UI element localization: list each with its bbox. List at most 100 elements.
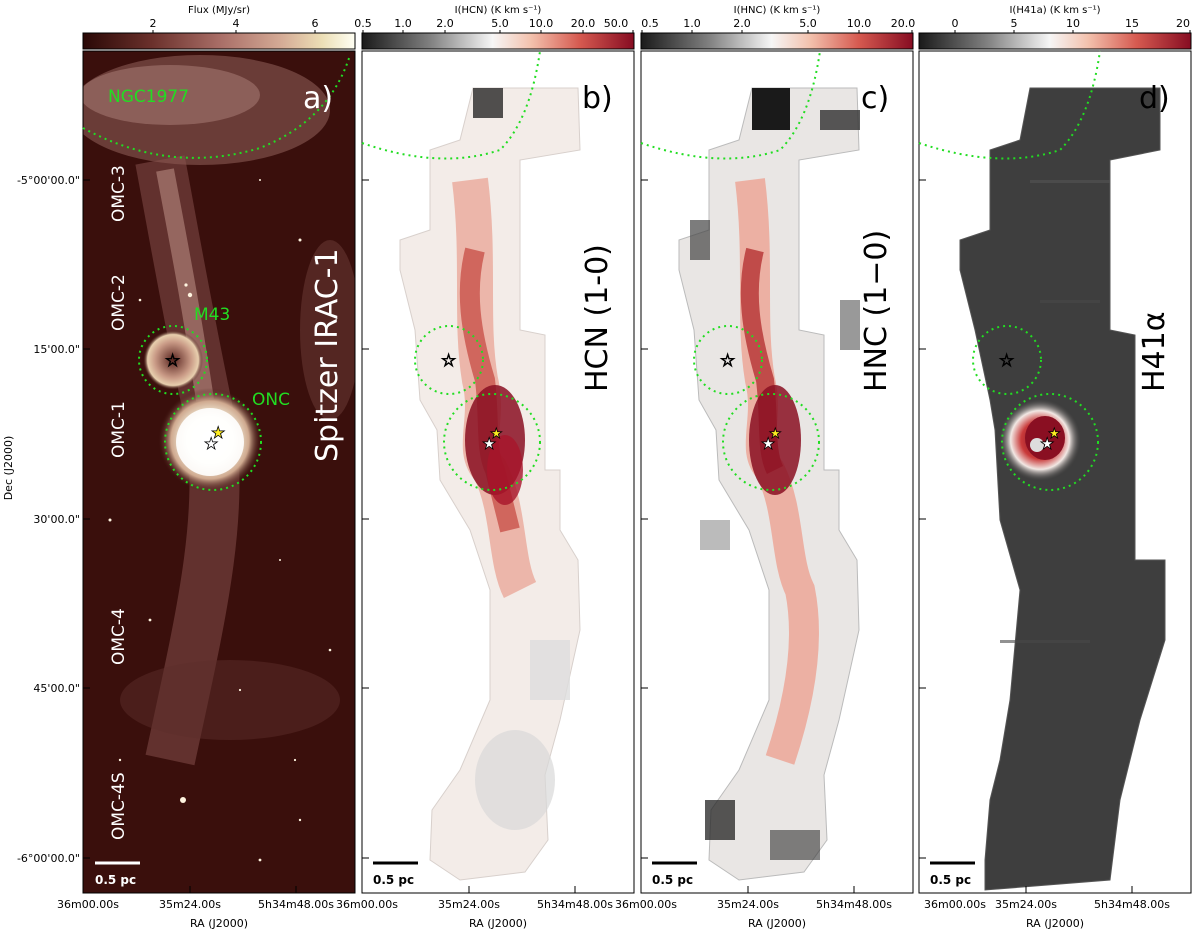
label-omc1: OMC-1 [109,401,129,458]
scalebar-d: 0.5 pc [930,861,975,887]
panel-letter-d: d) [1139,81,1170,116]
x-tick-marks [189,886,1133,893]
panel-b-frame [361,50,635,894]
x-axis: 36m00.00s 35m24.00s 5h34m48.00s RA (J200… [57,886,1170,930]
x-ticks-d: 36m00.00s 35m24.00s 5h34m48.00s RA (J200… [924,898,1170,930]
label-onc: ONC [252,390,290,410]
colorbar-title-d: I(H41a) (K km s⁻¹) [1009,5,1100,16]
colorbar-tick-b-3: 5.0 [491,17,509,30]
x-tick-d-1: 35m24.00s [995,898,1057,911]
star-marker-m43-c: ☆ [720,351,735,371]
colorbar-tick-b-4: 10.0 [529,17,554,30]
x-tick-c-2: 5h34m48.00s [816,898,892,911]
panel-a: ☆ ★ ★ NGC1977 OMC-3 OMC-2 M43 OMC-1 ONC … [82,50,356,894]
colorbar-tick-b-0: 0.5 [354,17,372,30]
colorbar-gradient-d [918,32,1192,50]
colorbar-title-b: I(HCN) (K km s⁻¹) [455,5,542,16]
colorbar-tick-c-5: 20.0 [891,17,916,30]
x-tick-a-0: 36m00.00s [57,898,119,911]
label-omc2: OMC-2 [109,274,129,331]
x-axis-title-b: RA (J2000) [469,917,527,930]
colorbar-ticks-b: 0.5 1.0 2.0 5.0 10.0 20.0 50.0 [354,17,634,33]
y-tick-3: 45'00.0" [33,682,80,695]
colorbar-tick-d-3: 15 [1125,17,1139,30]
circle-m43-d [972,325,1042,395]
circle-m43-a [138,325,208,395]
colorbar-tick-a-2: 6 [312,17,319,30]
colorbar-tick-d-1: 5 [1011,17,1018,30]
x-ticks-b: 36m00.00s 35m24.00s 5h34m48.00s RA (J200… [336,898,613,930]
x-axis-title-c: RA (J2000) [748,917,806,930]
star-marker-m43-b: ☆ [441,351,456,371]
colorbar-tick-b-6: 50.0 [604,17,629,30]
colorbar-gradient-a [82,32,356,50]
star-marker-m43-a: ☆ [165,351,180,371]
x-tick-a-1: 35m24.00s [159,898,221,911]
panel-c-frame [640,50,914,894]
colorbar-tick-c-1: 1.0 [683,17,701,30]
x-tick-b-2: 5h34m48.00s [537,898,613,911]
y-tick-1: 15'00.0" [33,343,80,356]
colorbar-tick-c-3: 5.0 [799,17,817,30]
label-omc4: OMC-4 [109,608,129,665]
colorbar-ticks-c: 0.5 1.0 2.0 5.0 10.0 20.0 [641,17,915,33]
star-marker-m43-d: ☆ [999,351,1014,371]
colorbar-ticks-a: 2 4 6 [150,17,319,33]
circle-m43-b [414,325,484,395]
panel-a-frame [82,50,356,894]
y-tick-0: -5°00'00.0" [17,174,80,187]
y-axis-title: Dec (J2000) [2,436,15,501]
star-marker-onc-yellow-a: ★ [211,423,225,442]
x-tick-d-0: 36m00.00s [924,898,986,911]
star-marker-onc-a: ★ [204,434,218,453]
y-tick-2: 30'00.0" [33,513,80,526]
tracer-label-a: Spitzer IRAC-1 [310,248,345,462]
colorbar-tick-c-4: 10.0 [847,17,872,30]
label-ngc1977: NGC1977 [108,87,189,107]
colorbar-tick-b-1: 1.0 [394,17,412,30]
scalebar-b: 0.5 pc [373,861,418,887]
star-marker-onc-yellow-b: ★ [490,426,503,442]
colorbar-b: I(HCN) (K km s⁻¹) 0.5 1.0 2.0 5.0 10.0 2… [354,5,635,50]
panel-letter-c: c) [861,81,889,116]
panel-letter-b: b) [582,81,613,116]
panel-c-image [641,51,913,893]
panel-a-image [83,51,355,893]
star-marker-onc-c: ★ [761,434,775,453]
panel-b: ☆ ★ ★ b) HCN (1-0) 0.5 pc [361,50,635,894]
circle-onc-c [722,393,820,491]
x-tick-b-0: 36m00.00s [336,898,398,911]
colorbar-tick-d-2: 10 [1066,17,1080,30]
scalebar-label-d: 0.5 pc [930,873,971,887]
colorbar-tick-a-1: 4 [233,17,240,30]
label-omc3: OMC-3 [109,165,129,222]
label-m43: M43 [194,305,230,325]
panel-letter-a: a) [303,81,333,116]
x-tick-c-1: 35m24.00s [717,898,779,911]
colorbar-tick-c-2: 2.0 [733,17,751,30]
colorbar-gradient-c [640,32,914,50]
colorbar-ticks-d: 0 5 10 15 20 [952,17,1191,33]
x-axis-title-a: RA (J2000) [190,917,248,930]
star-marker-onc-yellow-d: ★ [1048,426,1061,442]
x-tick-a-2: 5h34m48.00s [258,898,334,911]
x-ticks-c: 36m00.00s 35m24.00s 5h34m48.00s RA (J200… [615,898,892,930]
panel-c: ☆ ★ ★ c) HNC (1−0) 0.5 pc [640,50,914,894]
tracer-label-d: H41α [1137,311,1172,392]
circle-onc-a [164,393,262,491]
x-axis-title-d: RA (J2000) [1026,917,1084,930]
colorbar-title-a: Flux (MJy/sr) [188,5,250,16]
colorbar-d: I(H41a) (K km s⁻¹) 0 5 10 15 20 [918,5,1192,50]
panel-d-frame [918,50,1192,894]
colorbar-tick-d-4: 20 [1176,17,1190,30]
panel-b-image [362,51,634,893]
colorbar-title-c: I(HNC) (K km s⁻¹) [734,5,821,16]
panel-d: ☆ ★ ★ d) H41α 0.5 pc [918,50,1192,894]
x-tick-c-0: 36m00.00s [615,898,677,911]
x-tick-d-2: 5h34m48.00s [1094,898,1170,911]
scalebar-label-c: 0.5 pc [652,873,693,887]
colorbar-tick-b-2: 2.0 [436,17,454,30]
star-marker-onc-b: ★ [482,434,496,453]
y-axis: Dec (J2000) -5°00'00.0" 15'00.0" 30'00.0… [2,174,926,865]
